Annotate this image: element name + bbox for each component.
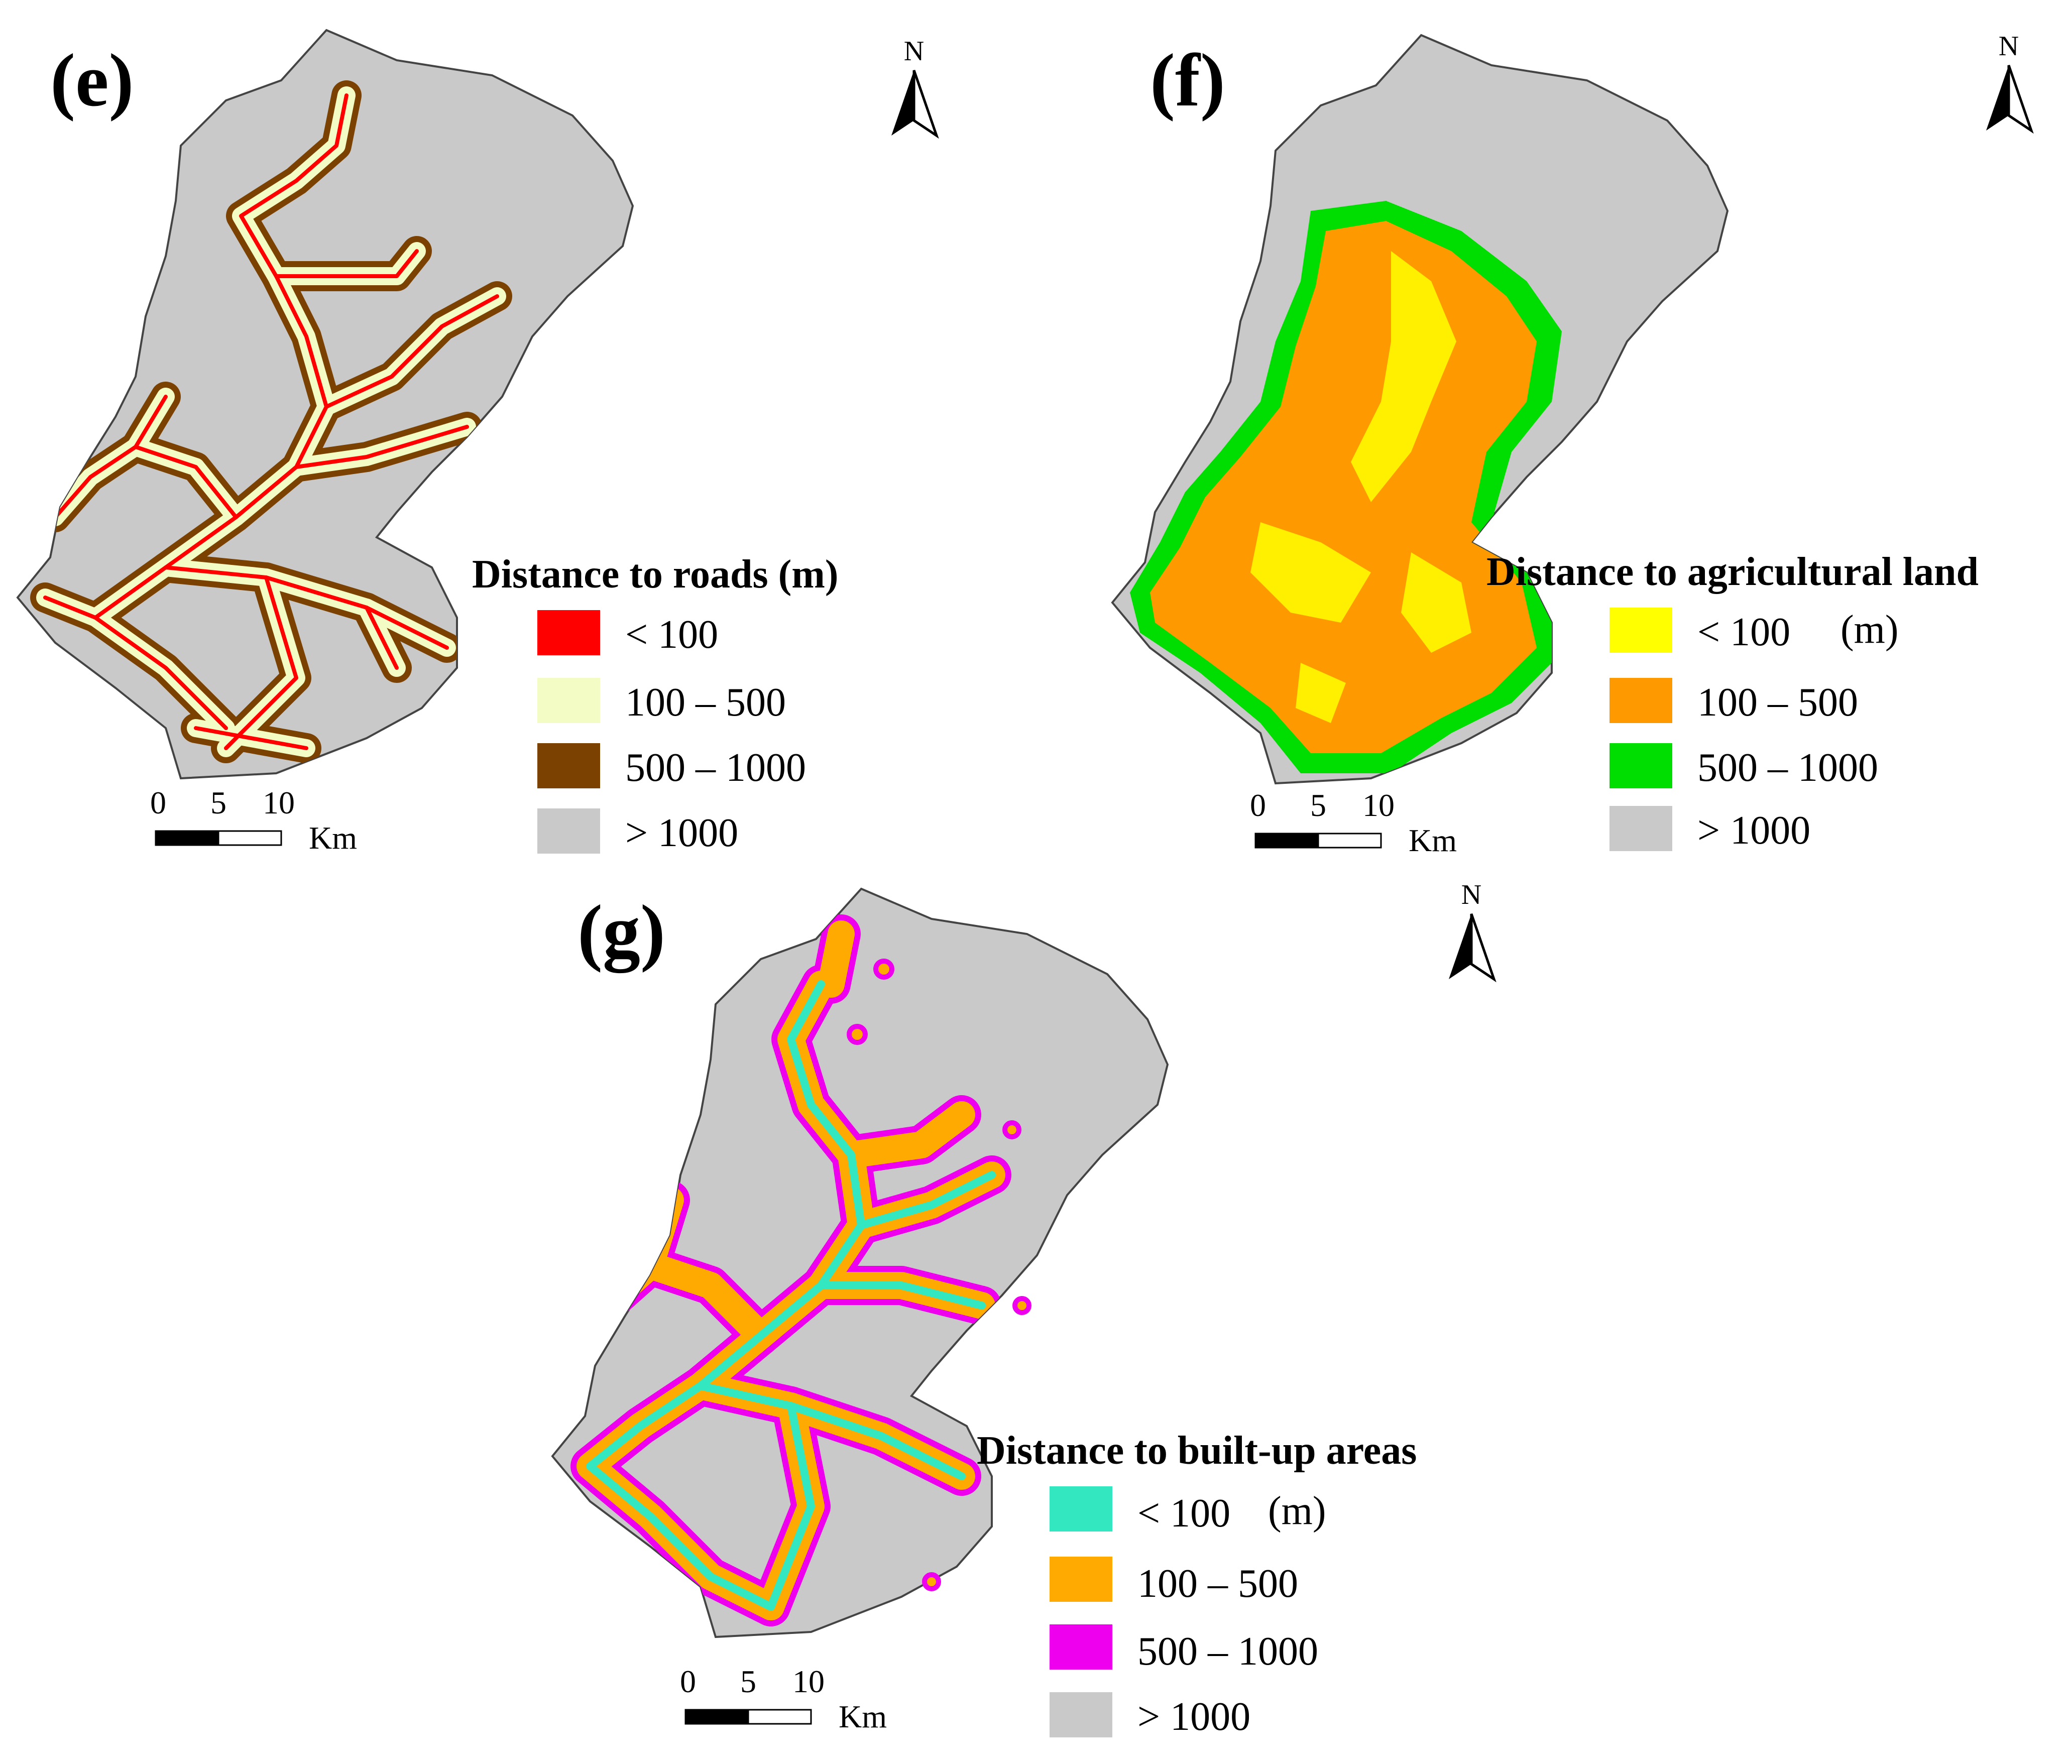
panel-label: (f) [1150, 39, 1225, 122]
north-arrow: N [891, 36, 939, 139]
panel-label: (g) [578, 890, 665, 973]
scale-unit: Km [839, 1699, 887, 1734]
scale-tick: 10 [263, 785, 295, 820]
road-buffer-network [30, 80, 512, 763]
scale-tick: 10 [1362, 787, 1395, 823]
legend-label: 500 – 1000 [1137, 1629, 1318, 1674]
legend-label: 100 – 500 [625, 680, 786, 725]
north-label: N [904, 36, 924, 67]
north-label: N [1999, 31, 2019, 62]
legend-swatch [1050, 1624, 1112, 1670]
legend-swatch [1609, 608, 1672, 653]
legend-unit: (m) [1268, 1489, 1326, 1533]
legend-label: 100 – 500 [1697, 680, 1858, 725]
north-label: N [1461, 879, 1481, 910]
north-arrow: N [1986, 31, 2034, 134]
panel-f-agricultural-map: (f) N Distance to agricultural land [1111, 31, 2034, 858]
legend-label: > 1000 [1137, 1695, 1250, 1739]
legend-swatch [1050, 1557, 1112, 1602]
north-arrow: N [1449, 879, 1497, 983]
legend-label: 500 – 1000 [625, 746, 806, 790]
legend-title: Distance to roads (m) [472, 552, 839, 597]
legend-unit: (m) [1840, 608, 1899, 652]
legend-swatch [1050, 1486, 1112, 1532]
legend-label: < 100 [1137, 1491, 1230, 1536]
scale-tick: 0 [1250, 787, 1266, 823]
legend-label: > 1000 [625, 811, 738, 855]
legend: Distance to agricultural land < 100 (m) … [1486, 550, 1979, 853]
legend: Distance to built-up areas < 100 (m) 100… [977, 1429, 1417, 1739]
panel-g-built-up-map: (g) [551, 879, 1497, 1739]
agricultural-buffer-zones [1130, 201, 1562, 773]
legend-label: < 100 [625, 613, 718, 657]
legend-swatch [537, 678, 600, 723]
legend-swatch [1609, 678, 1672, 723]
legend-swatch [1050, 1692, 1112, 1737]
scale-tick: 5 [1310, 787, 1326, 823]
legend-label: 100 – 500 [1137, 1562, 1298, 1606]
legend-swatch [1609, 806, 1672, 851]
scale-unit: Km [1409, 822, 1457, 858]
scale-tick: 5 [740, 1664, 756, 1699]
legend-title: Distance to agricultural land [1486, 550, 1979, 594]
legend-swatch [537, 610, 600, 655]
legend-label: > 1000 [1697, 808, 1810, 853]
scale-bar: 0 5 10 Km [150, 785, 357, 856]
legend: Distance to roads (m) < 100 100 – 500 50… [472, 552, 839, 855]
legend-swatch [537, 743, 600, 788]
panel-e-roads-map: (e) [17, 29, 939, 856]
scale-tick: 5 [210, 785, 226, 820]
panel-label: (e) [50, 39, 134, 122]
scale-tick: 0 [680, 1664, 696, 1699]
legend-label: 500 – 1000 [1697, 746, 1878, 790]
scale-bar: 0 5 10 Km [1250, 787, 1457, 858]
scale-unit: Km [309, 820, 357, 856]
legend-label: < 100 [1697, 610, 1790, 654]
legend-title: Distance to built-up areas [977, 1429, 1417, 1473]
scale-bar: 0 5 10 Km [680, 1664, 887, 1734]
built-up-buffer-dots [847, 959, 1031, 1591]
scale-tick: 10 [792, 1664, 825, 1699]
scale-tick: 0 [150, 785, 166, 820]
legend-swatch [1609, 743, 1672, 788]
legend-swatch [537, 808, 600, 854]
